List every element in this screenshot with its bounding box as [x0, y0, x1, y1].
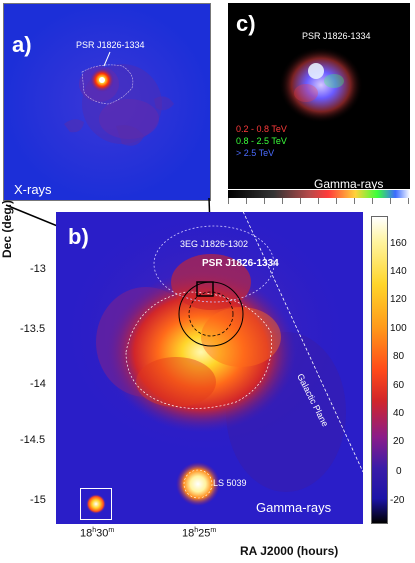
x-tick-1-m: m [210, 527, 217, 534]
x-tick-0: 18h30m [80, 527, 114, 540]
colorbar-tick-3: 100 [390, 323, 407, 334]
y-tick-1: -13.5 [20, 323, 46, 335]
x-tick-0-m: m [108, 527, 115, 534]
colorbar-tick-4: 80 [393, 351, 405, 362]
panel-c-strip-ticks [228, 198, 410, 204]
x-tick-0-min: 30 [96, 527, 109, 540]
panel-a: a) PSR J1826-1334 X-rays [3, 3, 211, 201]
legend-entry-mid: 0.8 - 2.5 TeV [236, 136, 287, 146]
colorbar-tick-9: -20 [390, 495, 405, 506]
panel-c-label: c) [236, 11, 256, 36]
colorbar-tick-8: 0 [396, 466, 402, 477]
colorbar-tick-5: 60 [393, 380, 405, 391]
y-tick-0: -13 [30, 263, 46, 275]
xray-image [4, 4, 210, 200]
x-axis-title: RA J2000 (hours) [240, 544, 339, 558]
psf-inset [80, 488, 112, 520]
panel-b-label: b) [68, 224, 89, 249]
panel-a-source-label: PSR J1826-1334 [76, 40, 145, 50]
y-tick-3: -14.5 [20, 434, 46, 446]
colorbar-tick-2: 120 [390, 294, 407, 305]
x-tick-0-hours: 18 [80, 527, 93, 540]
x-tick-0-h: h [92, 527, 97, 534]
y-tick-2: -14 [30, 378, 46, 390]
panel-c-colorstrip [228, 190, 410, 198]
gamma-map [56, 212, 363, 524]
colorbar-tick-0: 160 [390, 238, 407, 249]
legend-entry-high: > 2.5 TeV [236, 148, 275, 158]
source-pulsar-label: PSR J1826-1334 [202, 258, 279, 269]
panel-b: b) 3EG J1826-1302 PSR J1826-1334 Galacti… [56, 212, 363, 524]
y-axis-title: Dec (deg.) [0, 199, 14, 258]
source-egret-label: 3EG J1826-1302 [180, 239, 249, 249]
x-tick-1: 18h25m [182, 527, 216, 540]
legend-entry-low: 0.2 - 0.8 TeV [236, 124, 287, 134]
x-tick-1-h: h [194, 527, 199, 534]
y-tick-4: -15 [30, 494, 46, 506]
colorbar-tick-7: 20 [393, 436, 405, 447]
panel-c-source-label: PSR J1826-1334 [302, 31, 371, 41]
colorbar [371, 216, 388, 524]
panel-c-legend: 0.2 - 0.8 TeV 0.8 - 2.5 TeV > 2.5 TeV [236, 123, 287, 159]
x-tick-1-hours: 18 [182, 527, 195, 540]
source-ls-label: LS 5039 [213, 478, 247, 488]
panel-b-band: Gamma-rays [256, 500, 332, 515]
gamma-rgb-image [279, 47, 363, 123]
psf-spot [86, 494, 106, 514]
x-tick-1-min: 25 [198, 527, 211, 540]
panel-c: c) PSR J1826-1334 0.2 - 0.8 TeV 0.8 - 2.… [228, 3, 410, 189]
panel-a-band: X-rays [14, 182, 52, 197]
panel-c-band: Gamma-rays [314, 177, 384, 189]
panel-a-label: a) [12, 32, 32, 57]
colorbar-tick-1: 140 [390, 266, 407, 277]
colorbar-tick-6: 40 [393, 408, 405, 419]
